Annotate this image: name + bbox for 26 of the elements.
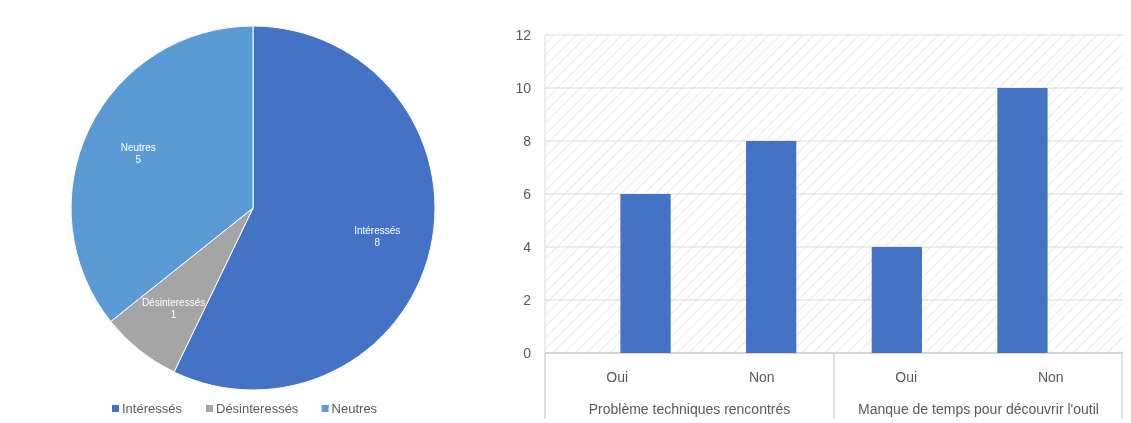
y-tick-label: 12	[515, 27, 532, 43]
y-tick-label: 8	[523, 133, 532, 149]
legend-label: Neutres	[331, 401, 378, 416]
y-tick-label: 0	[523, 345, 532, 361]
data-label: 1	[170, 308, 177, 320]
bar	[746, 141, 797, 353]
y-tick-label: 6	[523, 186, 532, 202]
legend-label: Intéressés	[122, 401, 183, 416]
bar	[871, 247, 922, 353]
bar	[997, 88, 1048, 353]
legend-label: Désinteressés	[216, 401, 299, 416]
x-tick-label: Oui	[606, 369, 629, 385]
x-tick-label: Oui	[895, 369, 918, 385]
text: Manque de temps pour découvrir l'outil	[858, 401, 1099, 417]
slice-label: Désinteressés	[141, 296, 206, 308]
data-label: 5	[135, 153, 142, 165]
slice-label: Neutres	[120, 141, 156, 153]
x-tick-label: Non	[1037, 369, 1064, 385]
y-tick-label: 2	[523, 292, 532, 308]
y-tick-label: 10	[515, 80, 532, 96]
y-tick-label: 4	[523, 239, 532, 255]
text: Problème techniques rencontrés	[588, 401, 791, 417]
x-tick-label: Non	[748, 369, 775, 385]
slice-label: Intéressés	[354, 225, 401, 237]
bar	[620, 194, 671, 353]
data-label: 8	[374, 237, 381, 249]
